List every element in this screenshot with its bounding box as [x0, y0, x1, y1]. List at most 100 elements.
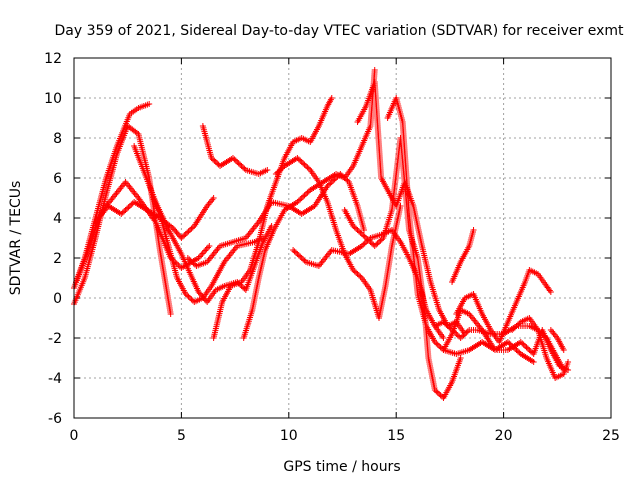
data-point	[351, 224, 358, 231]
data-point	[294, 155, 301, 161]
data-point	[301, 257, 308, 264]
data-point	[433, 388, 440, 395]
x-tick-label: 10	[280, 428, 298, 444]
tick-labels: 0 5 10 15 20 25 -6 -4 -2 0 2 4 6 8 10 12	[44, 51, 620, 444]
data-point	[361, 240, 368, 247]
data-point	[274, 169, 281, 176]
x-tick-label: 15	[387, 428, 405, 444]
data-point	[433, 340, 440, 347]
data-point	[198, 252, 205, 258]
data-point	[436, 343, 443, 349]
data-point	[460, 332, 467, 339]
data-point	[516, 349, 523, 356]
data-point	[363, 235, 370, 241]
data-point	[324, 183, 331, 189]
data-point	[295, 156, 302, 163]
data-point	[358, 231, 365, 237]
data-point	[300, 256, 307, 263]
data-point	[353, 225, 360, 232]
data-point	[178, 235, 185, 241]
data-point	[181, 232, 188, 239]
data-point	[464, 328, 471, 335]
y-tick-label: -6	[48, 411, 62, 427]
y-tick-label: 8	[53, 131, 62, 147]
data-point	[431, 387, 438, 393]
x-tick-label: 5	[177, 428, 186, 444]
data-point	[441, 320, 448, 327]
data-point	[446, 324, 453, 331]
data-point	[275, 168, 282, 175]
data-point	[305, 188, 312, 195]
data-point	[305, 165, 312, 172]
data-point	[373, 241, 380, 248]
series-track-20	[509, 315, 572, 381]
data-point	[350, 223, 357, 229]
data-point	[453, 331, 460, 337]
data-point	[565, 359, 572, 365]
data-point	[206, 243, 213, 249]
data-point	[513, 347, 520, 353]
data-point	[184, 229, 191, 236]
data-point	[470, 227, 477, 233]
data-point	[204, 244, 211, 251]
data-point	[189, 224, 196, 231]
data-point	[355, 228, 362, 235]
data-point	[524, 345, 531, 352]
data-point	[463, 329, 470, 336]
data-point	[185, 293, 192, 300]
series-track-8	[199, 123, 271, 177]
series-track-17	[453, 267, 554, 345]
data-point	[344, 177, 351, 184]
data-point	[126, 203, 133, 209]
data-point	[298, 195, 305, 201]
data-point	[457, 355, 464, 361]
series-track-21	[547, 327, 567, 353]
series-track-5	[131, 143, 275, 305]
data-point	[298, 255, 305, 261]
data-point	[210, 195, 217, 201]
data-point	[232, 157, 239, 164]
data-point	[184, 255, 191, 261]
data-point	[459, 333, 466, 340]
x-tick-label: 25	[602, 428, 620, 444]
data-point	[298, 159, 305, 165]
data-point	[214, 160, 221, 167]
data-point	[357, 229, 364, 236]
data-point	[295, 252, 302, 259]
data-point	[239, 284, 246, 291]
data-point	[437, 344, 444, 351]
data-point	[354, 271, 361, 277]
data-point	[186, 295, 193, 301]
y-tick-label: 10	[44, 91, 62, 107]
data-point	[351, 268, 358, 275]
data-point	[192, 261, 199, 268]
data-point	[520, 341, 527, 348]
data-point	[444, 323, 451, 329]
data-point	[547, 289, 554, 295]
data-point	[353, 269, 360, 276]
data-point	[371, 243, 378, 249]
data-point	[123, 205, 130, 212]
data-point	[378, 236, 385, 243]
y-tick-label: 4	[53, 211, 62, 227]
data-point	[434, 389, 441, 396]
data-point	[122, 207, 129, 213]
data-point	[376, 239, 383, 245]
data-point	[509, 327, 516, 333]
data-point	[128, 201, 135, 208]
data-point	[241, 165, 248, 172]
y-tick-label: -2	[48, 331, 62, 347]
data-points	[71, 67, 572, 401]
data-point	[212, 159, 219, 165]
data-point	[297, 157, 304, 164]
data-point	[300, 193, 307, 200]
y-axis-label: SDTVAR / TECUs	[8, 181, 24, 296]
data-point	[457, 335, 464, 341]
data-point	[527, 348, 534, 355]
data-point	[186, 256, 193, 263]
data-point	[200, 249, 207, 255]
y-tick-label: -4	[48, 371, 62, 387]
data-point	[449, 327, 456, 333]
data-point	[118, 211, 125, 217]
data-point	[371, 67, 378, 73]
